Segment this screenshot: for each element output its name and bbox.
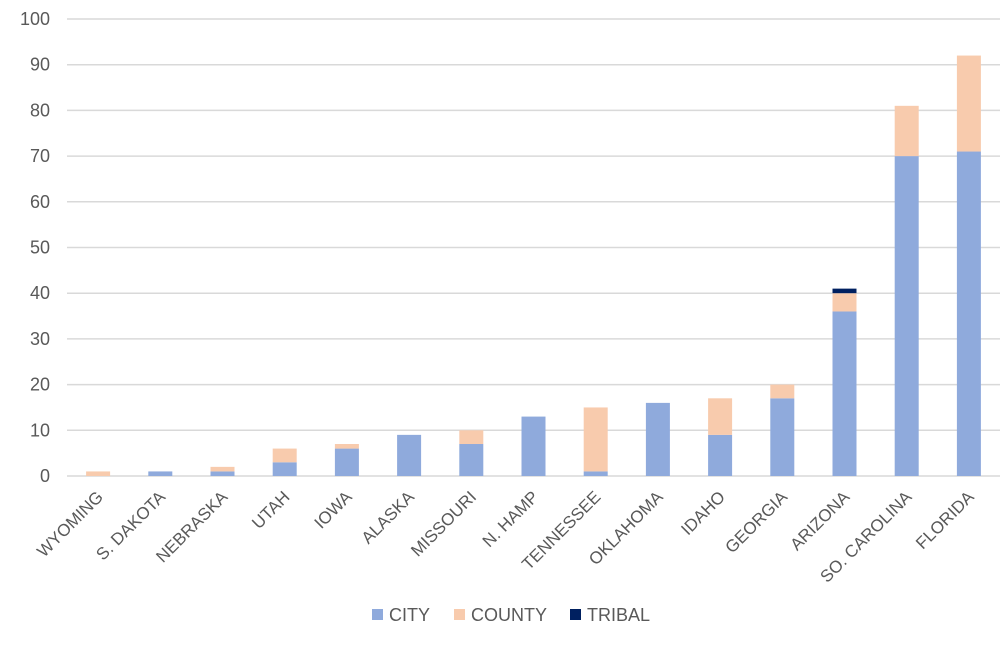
bar-city-iowa xyxy=(334,448,359,476)
y-tick-label: 20 xyxy=(30,375,50,395)
bar-city-oklahoma xyxy=(645,402,670,476)
bar-city-tennessee xyxy=(583,471,608,476)
bar-city-s-dakota xyxy=(148,471,173,476)
legend-label-county: COUNTY xyxy=(471,605,547,625)
legend-swatch-tribal xyxy=(570,609,581,620)
y-tick-label: 0 xyxy=(40,466,50,486)
legend-label-city: CITY xyxy=(389,605,430,625)
bar-county-iowa xyxy=(334,444,359,449)
bar-city-missouri xyxy=(459,444,484,476)
legend: CITY COUNTY TRIBAL xyxy=(372,605,650,625)
bar-county-missouri xyxy=(459,430,484,445)
legend-swatch-city xyxy=(372,609,383,620)
x-category-label: IDAHO xyxy=(677,487,729,539)
bar-county-wyoming xyxy=(86,471,111,476)
x-category-label: MISSOURI xyxy=(407,487,480,560)
bar-county-idaho xyxy=(708,398,733,435)
bar-city-nebraska xyxy=(210,471,235,476)
y-tick-label: 40 xyxy=(30,283,50,303)
bar-tribal-arizona xyxy=(832,288,857,294)
y-gridlines xyxy=(67,18,1000,477)
y-tick-label: 30 xyxy=(30,329,50,349)
bar-city-n-hamp xyxy=(521,416,546,476)
x-category-label: ALASKA xyxy=(358,487,419,548)
bar-county-georgia xyxy=(770,384,795,399)
x-category-label: GEORGIA xyxy=(722,487,792,557)
bar-city-arizona xyxy=(832,311,857,476)
y-tick-label: 70 xyxy=(30,146,50,166)
y-tick-label: 90 xyxy=(30,55,50,75)
y-tick-label: 60 xyxy=(30,192,50,212)
bar-city-idaho xyxy=(708,434,733,476)
bar-city-florida xyxy=(956,151,981,476)
legend-label-tribal: TRIBAL xyxy=(587,605,650,625)
bar-county-tennessee xyxy=(583,407,608,472)
y-tick-label: 100 xyxy=(20,9,50,29)
x-category-label: N. HAMP xyxy=(479,487,543,551)
x-category-label: IOWA xyxy=(311,487,357,533)
bar-city-utah xyxy=(272,462,297,476)
bar-county-so-carolina xyxy=(894,105,919,157)
y-axis-tick-labels: 0 10 20 30 40 50 60 70 80 90 100 xyxy=(20,9,50,486)
y-tick-label: 10 xyxy=(30,420,50,440)
bar-county-florida xyxy=(956,55,981,152)
x-category-label: FLORIDA xyxy=(912,487,978,553)
x-category-label: ARIZONA xyxy=(786,487,853,554)
bar-city-georgia xyxy=(770,398,795,476)
x-category-label: UTAH xyxy=(248,487,293,532)
bar-county-nebraska xyxy=(210,466,235,472)
bar-city-alaska xyxy=(397,434,422,476)
bars xyxy=(86,55,981,476)
bar-city-so-carolina xyxy=(894,156,919,476)
y-tick-label: 50 xyxy=(30,238,50,258)
y-tick-label: 80 xyxy=(30,100,50,120)
bar-county-utah xyxy=(272,448,297,463)
legend-swatch-county xyxy=(454,609,465,620)
bar-county-arizona xyxy=(832,293,857,312)
